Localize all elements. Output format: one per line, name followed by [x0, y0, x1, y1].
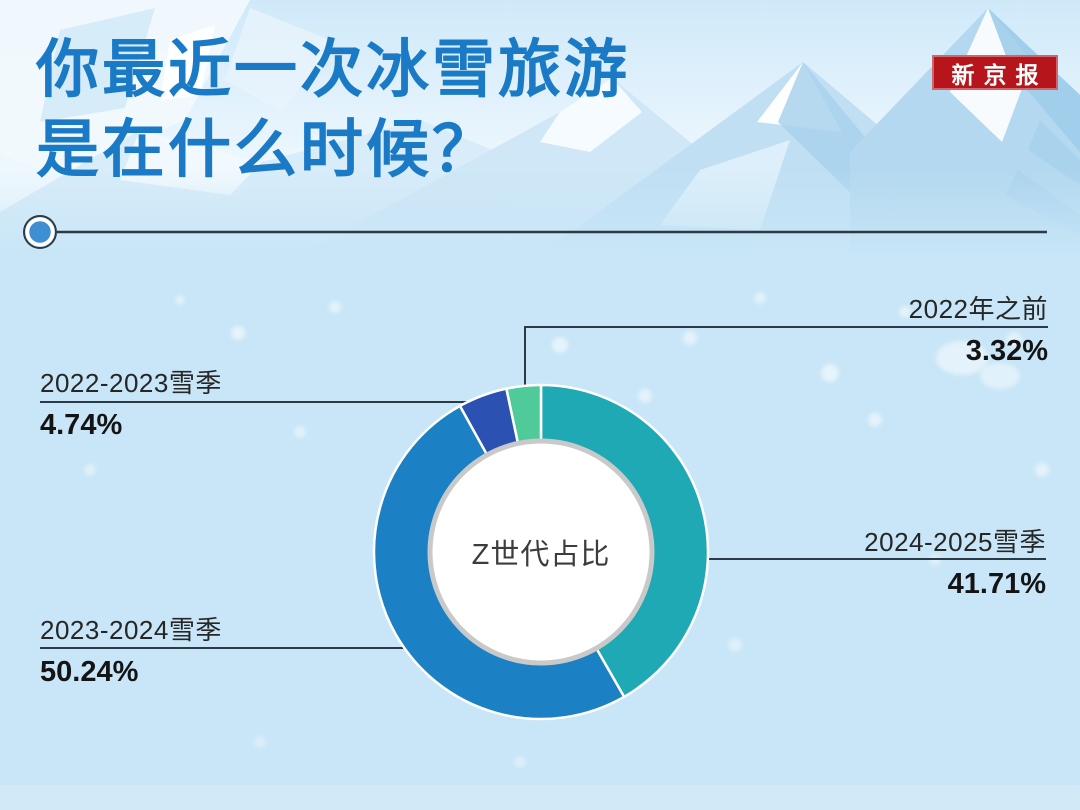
donut-chart: [372, 383, 710, 721]
callout-value: 4.74%: [40, 409, 123, 441]
title-line-2: 是在什么时候？: [36, 115, 498, 185]
callout-label: 2023-2024雪季: [40, 615, 222, 645]
donut-center-label: Z世代占比: [471, 539, 611, 571]
callout-2024-2025-season: 2024-2025雪季 41.71%: [864, 525, 1046, 601]
callout-2022-before: 2022年之前 3.32%: [909, 292, 1048, 368]
callout-value: 3.32%: [965, 335, 1048, 367]
callout-value: 41.71%: [947, 568, 1046, 600]
callout-label: 2024-2025雪季: [864, 527, 1046, 557]
callout-2022-2023-season: 2022-2023雪季 4.74%: [40, 366, 222, 442]
brand-logo-text: 新京报: [951, 61, 1048, 88]
page-title: 你最近一次冰雪旅游 是在什么时候？: [36, 30, 630, 190]
callout-value: 50.24%: [40, 656, 139, 688]
title-line-1: 你最近一次冰雪旅游: [36, 35, 630, 105]
callout-2023-2024-season: 2023-2024雪季 50.24%: [40, 613, 222, 689]
callout-label: 2022年之前: [908, 294, 1048, 324]
brand-logo: 新京报: [932, 55, 1058, 90]
callout-label: 2022-2023雪季: [40, 368, 222, 398]
donut-hole: [427, 438, 655, 666]
donut-chart-area: Z世代占比: [366, 377, 716, 727]
